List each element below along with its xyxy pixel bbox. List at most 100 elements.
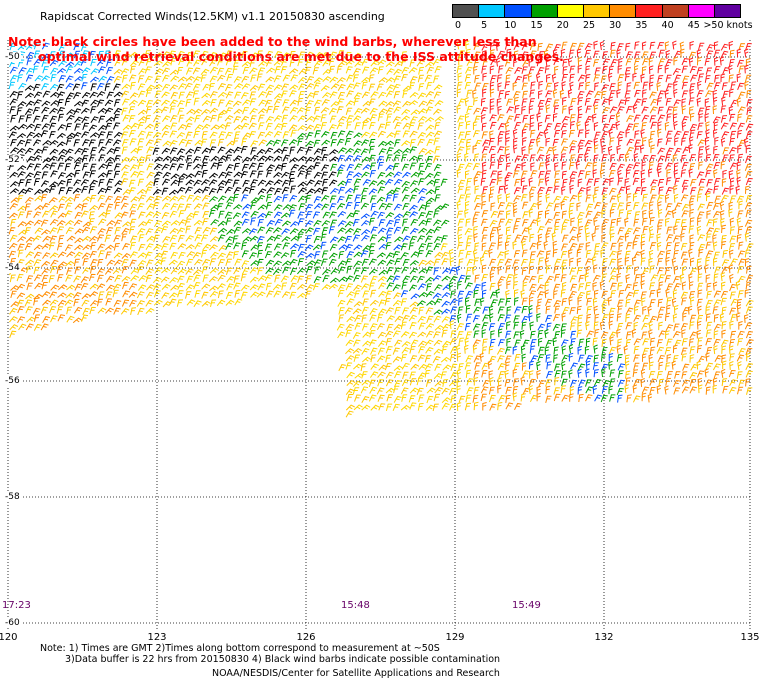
wind-barb xyxy=(696,193,702,202)
wind-barb xyxy=(368,180,378,187)
wind-barb xyxy=(608,385,614,395)
wind-barb xyxy=(602,194,608,203)
wind-barb xyxy=(233,124,243,131)
wind-barb xyxy=(664,64,670,74)
wind-barb xyxy=(720,272,725,282)
wind-barb xyxy=(474,195,481,203)
wind-barb xyxy=(312,115,321,123)
wind-barb xyxy=(529,154,536,163)
wind-barb xyxy=(615,120,620,130)
wind-barb xyxy=(465,242,472,251)
wind-barb xyxy=(545,305,551,314)
wind-barb xyxy=(113,187,123,195)
wind-barb xyxy=(418,227,428,234)
wind-barb xyxy=(593,289,599,299)
wind-barb xyxy=(297,233,304,242)
wind-barb xyxy=(456,385,461,394)
wind-barb xyxy=(522,281,528,291)
wind-barb xyxy=(8,81,16,90)
wind-barb xyxy=(576,257,582,267)
wind-barb xyxy=(449,372,458,380)
wind-barb xyxy=(194,124,204,131)
wind-barb xyxy=(482,402,487,411)
wind-barb xyxy=(528,290,537,298)
wind-barb xyxy=(146,284,155,291)
wind-barb xyxy=(153,195,162,203)
wind-barb xyxy=(249,284,259,291)
wind-barb xyxy=(720,137,726,147)
wind-barb xyxy=(209,227,218,235)
wind-barb xyxy=(633,314,641,322)
wind-barb xyxy=(648,154,656,163)
wind-barb xyxy=(497,328,503,338)
wind-barb xyxy=(354,60,364,67)
wind-barb xyxy=(656,241,662,251)
wind-barb xyxy=(273,179,283,186)
wind-barb xyxy=(8,242,18,250)
wind-barb xyxy=(681,105,687,115)
wind-barb xyxy=(394,339,403,347)
wind-barb xyxy=(128,187,136,195)
wind-barb xyxy=(505,226,511,235)
wind-barb xyxy=(689,386,698,394)
wind-barb xyxy=(624,283,632,292)
wind-barb xyxy=(49,181,59,188)
wind-barb xyxy=(408,331,417,339)
wind-barb xyxy=(18,67,27,74)
wind-barb xyxy=(672,106,678,115)
wind-barb xyxy=(656,82,661,91)
wind-barb xyxy=(474,298,481,307)
wind-barb xyxy=(162,236,171,243)
wind-barb xyxy=(577,345,582,355)
wind-barb xyxy=(393,213,404,220)
wind-barb xyxy=(536,131,545,139)
wind-barb xyxy=(671,208,677,218)
wind-barb xyxy=(528,139,536,147)
wind-barb xyxy=(585,74,591,83)
wind-barb xyxy=(585,321,590,331)
wind-barb xyxy=(82,258,89,266)
wind-barb xyxy=(450,363,458,371)
wind-barb xyxy=(489,121,497,130)
wind-barb xyxy=(514,163,522,172)
colorbar-label: 10 xyxy=(504,20,517,31)
wind-barb xyxy=(728,243,736,251)
lat-label-60: -60 xyxy=(4,618,21,628)
wind-barb xyxy=(633,58,641,66)
wind-barb xyxy=(41,146,49,154)
wind-barb xyxy=(226,228,236,235)
lon-label-126: 126 xyxy=(296,632,316,643)
wind-barb xyxy=(153,171,163,178)
wind-barb xyxy=(288,177,295,186)
wind-barb xyxy=(130,275,140,282)
wind-barb xyxy=(217,283,226,290)
wind-barb xyxy=(705,313,711,322)
wind-barb xyxy=(425,290,435,298)
wind-barb xyxy=(657,209,663,218)
wind-barb xyxy=(393,385,400,394)
wind-barb xyxy=(345,348,355,355)
wind-barb xyxy=(385,346,393,354)
wind-barb xyxy=(280,252,290,259)
wind-barb xyxy=(361,220,370,227)
wind-barb xyxy=(401,108,411,116)
wind-barb xyxy=(369,330,376,338)
wind-barb xyxy=(473,226,478,235)
wind-barb xyxy=(657,90,665,98)
wind-barb xyxy=(352,332,361,340)
wind-barb xyxy=(289,115,298,122)
wind-barb xyxy=(704,264,709,274)
wind-barb xyxy=(225,50,233,58)
wind-barb xyxy=(745,226,753,234)
wind-barb xyxy=(745,370,753,378)
wind-barb xyxy=(194,258,203,266)
wind-barb xyxy=(408,122,416,130)
wind-barb xyxy=(649,115,656,123)
wind-barb xyxy=(656,339,663,347)
wind-barb xyxy=(553,130,561,138)
wind-barb xyxy=(736,195,745,203)
wind-barb xyxy=(553,387,560,395)
wind-barb xyxy=(153,163,163,170)
wind-barb xyxy=(602,178,611,186)
wind-barb xyxy=(504,250,510,259)
